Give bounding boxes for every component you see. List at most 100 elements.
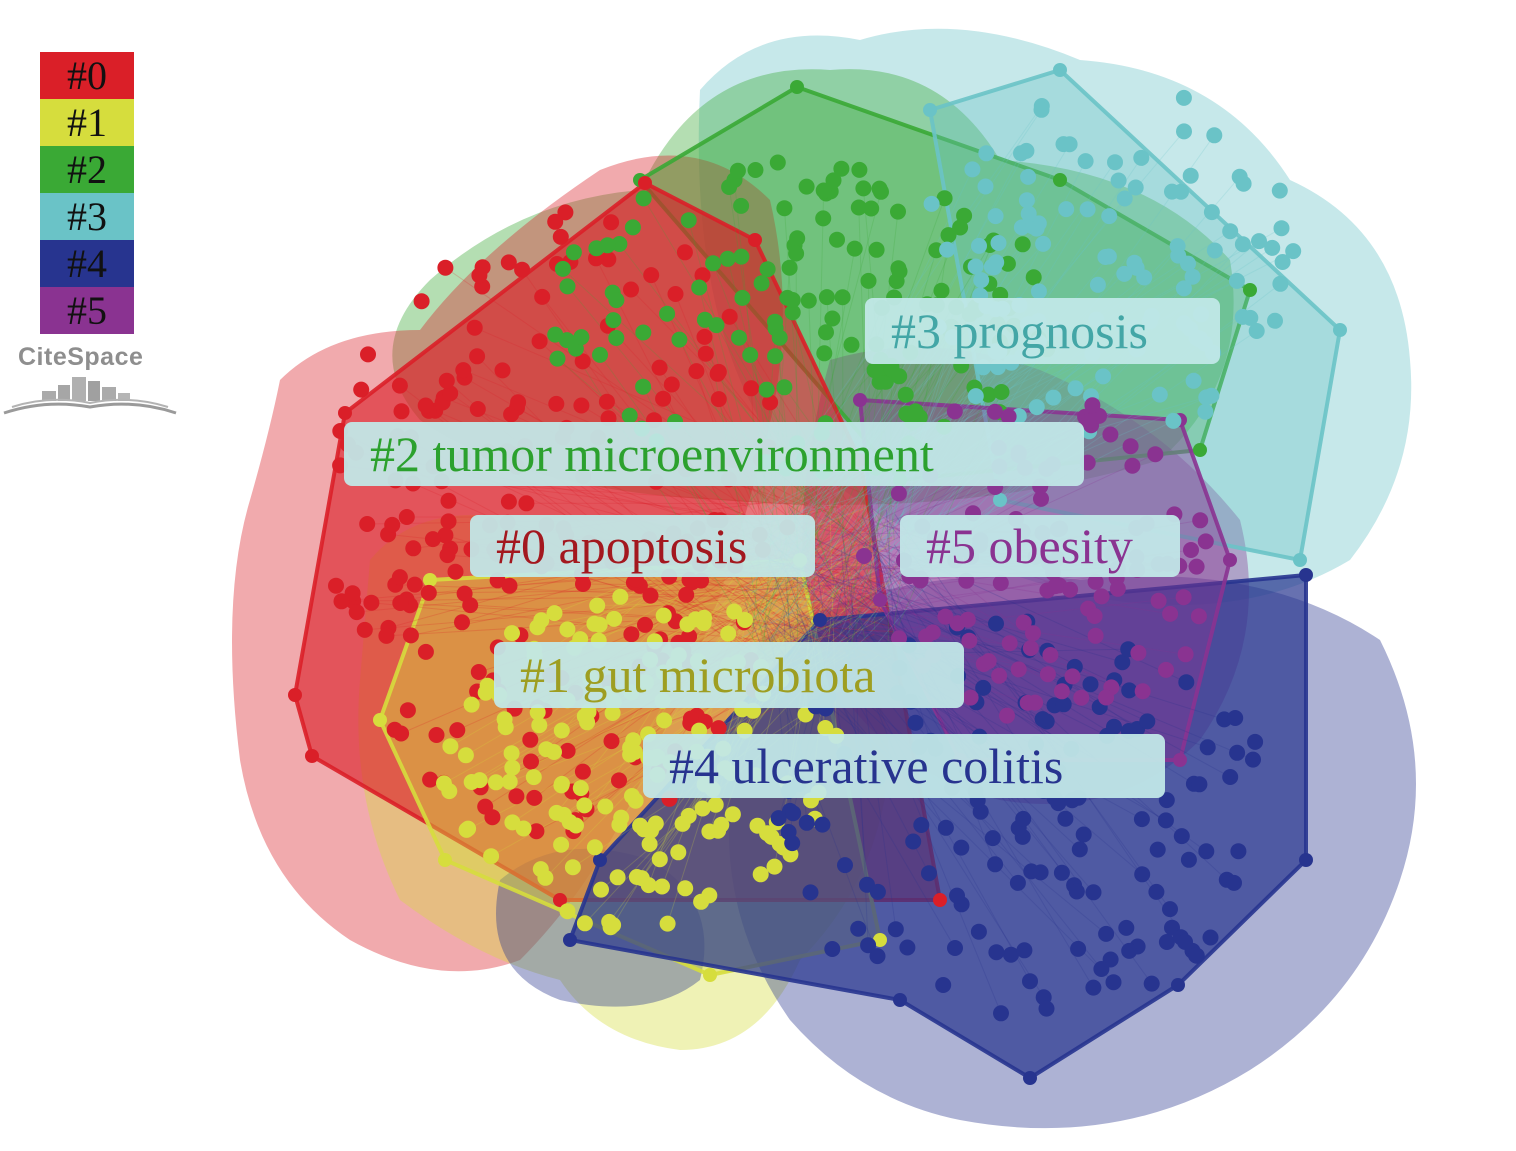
citation-link xyxy=(873,367,884,631)
reference-node xyxy=(784,835,801,852)
reference-node xyxy=(510,394,527,411)
reference-node xyxy=(437,259,454,276)
reference-node xyxy=(890,203,906,220)
citation-link xyxy=(689,579,847,655)
reference-node xyxy=(1022,640,1039,657)
reference-node xyxy=(529,619,546,636)
reference-node xyxy=(483,848,500,865)
reference-node xyxy=(553,722,570,739)
reference-node xyxy=(534,288,551,305)
reference-node xyxy=(1082,676,1099,693)
reference-node xyxy=(707,796,724,813)
reference-node xyxy=(933,282,950,299)
reference-node xyxy=(1206,242,1223,259)
reference-node xyxy=(328,577,344,594)
reference-node xyxy=(1047,578,1064,595)
reference-node xyxy=(647,815,664,832)
reference-node xyxy=(1053,864,1070,881)
citation-link xyxy=(857,604,1225,720)
reference-node xyxy=(1226,874,1242,891)
reference-node xyxy=(422,771,439,788)
reference-node xyxy=(497,719,514,736)
reference-node xyxy=(1143,975,1160,992)
reference-node xyxy=(1175,589,1192,606)
reference-node xyxy=(1267,312,1283,329)
reference-node xyxy=(1105,974,1122,991)
reference-node xyxy=(333,593,350,610)
reference-node xyxy=(988,944,1005,961)
citation-link xyxy=(815,515,1112,688)
reference-node xyxy=(504,759,521,776)
reference-node xyxy=(458,821,475,838)
reference-node xyxy=(1184,268,1201,285)
reference-node xyxy=(691,279,708,296)
hull-vertex-node xyxy=(1193,443,1207,457)
reference-node xyxy=(679,616,696,633)
reference-node xyxy=(564,859,581,876)
reference-node xyxy=(1203,204,1220,221)
reference-node xyxy=(905,833,922,850)
reference-node xyxy=(602,919,619,936)
reference-node xyxy=(1183,542,1199,558)
legend-swatch-1: #1 xyxy=(40,99,134,146)
reference-node xyxy=(869,883,886,900)
reference-node xyxy=(528,823,545,840)
reference-node xyxy=(1085,979,1102,996)
hull-vertex-node xyxy=(1173,753,1187,767)
reference-node xyxy=(503,406,520,423)
reference-node xyxy=(353,381,370,398)
reference-node xyxy=(897,386,914,403)
reference-node xyxy=(781,259,798,276)
reference-node xyxy=(635,324,652,341)
hull-vertex-node xyxy=(853,393,867,407)
reference-node xyxy=(559,621,576,638)
reference-node xyxy=(677,880,694,897)
reference-node xyxy=(959,611,976,628)
reference-node xyxy=(784,292,801,308)
reference-node xyxy=(531,333,548,350)
citation-link xyxy=(353,593,869,602)
reference-node xyxy=(752,866,769,883)
reference-node xyxy=(798,814,815,831)
reference-node xyxy=(1245,751,1261,768)
legend-swatch-2: #2 xyxy=(40,146,134,193)
hull-vertex-node xyxy=(923,103,937,117)
reference-node xyxy=(671,331,688,348)
reference-node xyxy=(863,200,880,217)
citation-link xyxy=(886,520,1171,910)
reference-node xyxy=(574,353,591,370)
reference-node xyxy=(758,381,775,398)
reference-node xyxy=(1242,309,1259,326)
reference-node xyxy=(1222,223,1239,240)
reference-node xyxy=(1098,925,1115,942)
citation-link xyxy=(848,629,1030,651)
reference-node xyxy=(1231,168,1248,185)
cluster-label-text: #0 apoptosis xyxy=(496,518,748,574)
reference-node xyxy=(800,292,817,309)
reference-node xyxy=(1027,694,1044,711)
reference-node xyxy=(406,576,423,593)
reference-node xyxy=(1114,654,1131,671)
reference-node xyxy=(680,212,697,229)
citation-link xyxy=(767,564,930,874)
reference-node xyxy=(737,612,753,628)
hull-vertex-node xyxy=(893,993,907,1007)
reference-node xyxy=(971,237,987,254)
reference-node xyxy=(1157,812,1174,829)
hull-vertex-node xyxy=(1299,853,1313,867)
hull-vertex-node xyxy=(1243,283,1257,297)
reference-node xyxy=(767,313,783,330)
reference-node xyxy=(1055,696,1072,713)
reference-node xyxy=(1126,254,1143,271)
reference-node xyxy=(1018,192,1035,209)
reference-node xyxy=(609,869,626,886)
reference-node xyxy=(1147,446,1164,463)
reference-node xyxy=(456,585,473,602)
reference-node xyxy=(1015,614,1032,631)
reference-node xyxy=(747,162,764,178)
reference-node xyxy=(918,628,935,645)
reference-node xyxy=(651,851,668,868)
citation-link xyxy=(511,519,893,754)
reference-node xyxy=(344,585,361,602)
reference-node xyxy=(987,208,1004,225)
